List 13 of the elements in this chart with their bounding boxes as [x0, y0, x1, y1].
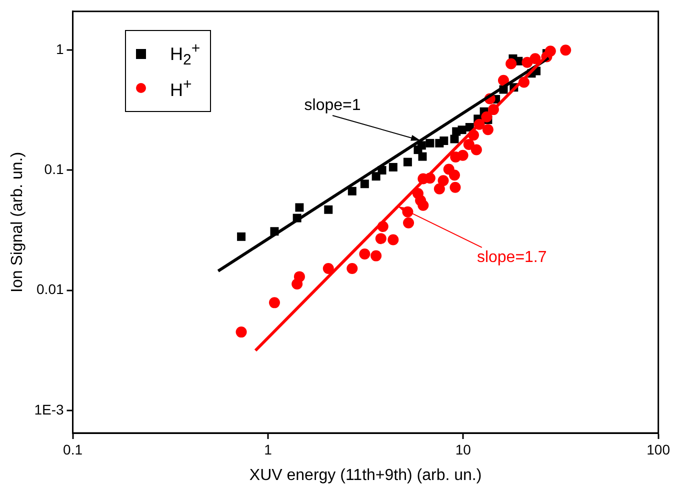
x-tick-label: 1 — [264, 441, 272, 458]
y-tick-label: 0.1 — [44, 161, 64, 178]
annotation: slope=1 — [304, 96, 361, 114]
y-tick-label: 1E-3 — [34, 401, 64, 418]
annotation: slope=1.7 — [476, 248, 547, 266]
legend-label: H$^{+}$ — [170, 76, 192, 100]
y-tick-label: 1 — [56, 40, 64, 57]
x-axis-title: XUV energy (11th+9th) (arb. un.) — [249, 466, 482, 484]
x-tick-label: 0.1 — [63, 441, 83, 458]
x-tick-label: 10 — [455, 441, 472, 458]
y-axis-title: Ion Signal (arb. un.) — [9, 152, 26, 292]
x-tick-label: 100 — [646, 441, 670, 458]
y-tick-label: 0.01 — [36, 281, 64, 298]
